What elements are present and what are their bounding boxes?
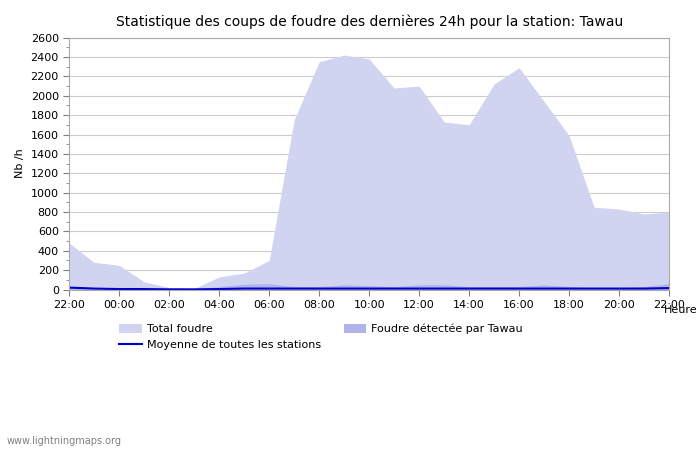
Y-axis label: Nb /h: Nb /h (15, 148, 25, 179)
X-axis label: Heure: Heure (664, 305, 698, 315)
Title: Statistique des coups de foudre des dernières 24h pour la station: Tawau: Statistique des coups de foudre des dern… (116, 15, 623, 30)
Text: www.lightningmaps.org: www.lightningmaps.org (7, 436, 122, 446)
Legend: Total foudre, Moyenne de toutes les stations, Foudre détectée par Tawau: Total foudre, Moyenne de toutes les stat… (115, 320, 527, 355)
